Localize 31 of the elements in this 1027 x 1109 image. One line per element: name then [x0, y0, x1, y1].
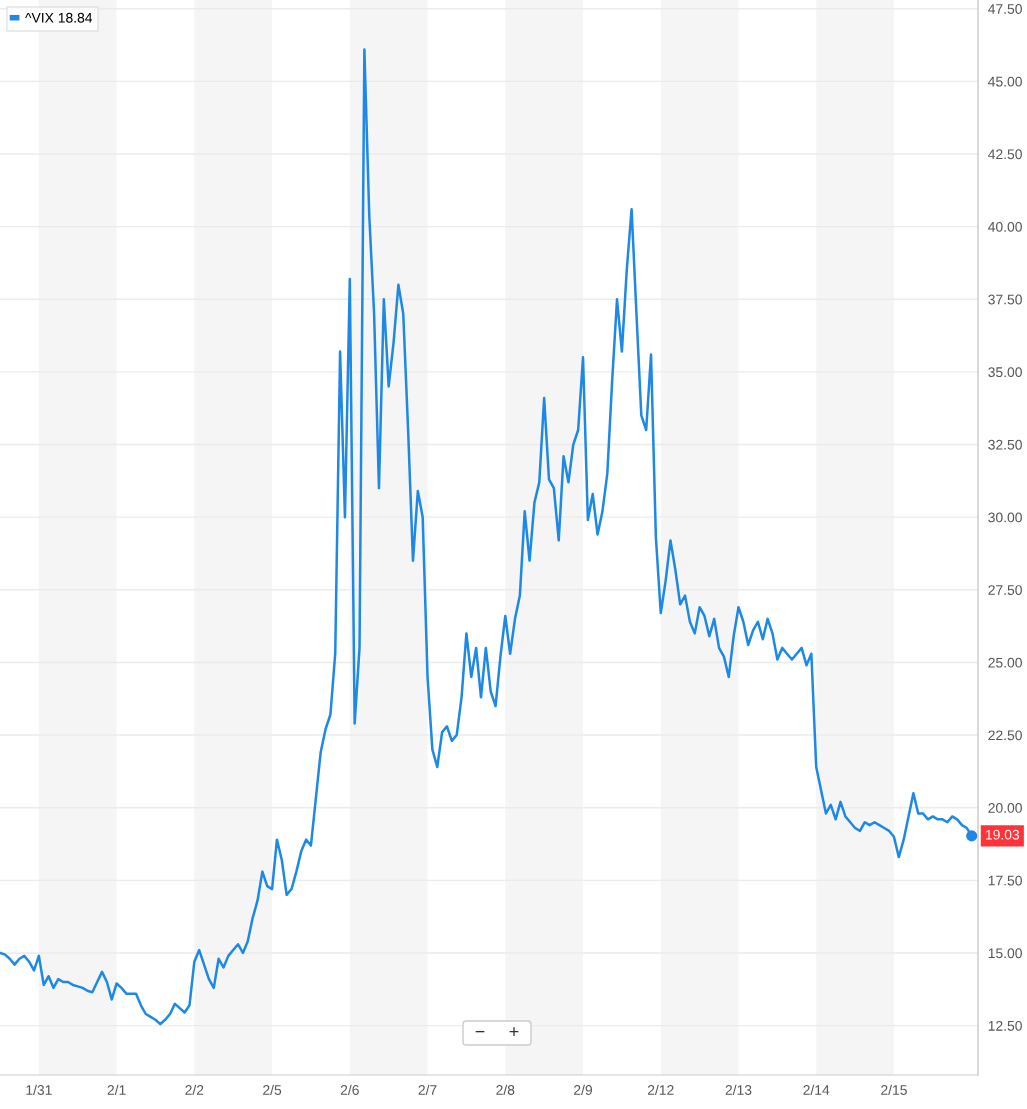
y-tick-label: 47.50 [988, 4, 1022, 14]
y-tick-label: 37.50 [988, 294, 1022, 305]
y-tick-label: 30.00 [988, 512, 1022, 523]
annotation: 19.03 [986, 829, 1020, 840]
legend-label: ^VIX 18.84 [25, 12, 93, 23]
x-tick-label: 2/5 [263, 1084, 282, 1095]
y-tick-label: 15.00 [988, 948, 1022, 959]
x-tick-label: 2/15 [881, 1084, 907, 1095]
y-tick-label: 12.50 [988, 1020, 1022, 1031]
x-tick-label: 2/2 [185, 1084, 204, 1095]
x-tick-label: 2/9 [574, 1084, 593, 1095]
y-tick-label: 35.00 [988, 367, 1022, 378]
x-tick-label: 1/31 [26, 1084, 52, 1095]
y-tick-label: 27.50 [988, 585, 1022, 595]
x-tick-label: 2/1 [107, 1084, 126, 1095]
y-tick-label: 17.50 [988, 875, 1022, 886]
y-tick-label: 45.00 [988, 76, 1022, 87]
y-tick-label: 32.50 [988, 439, 1022, 450]
y-tick-label: 22.50 [988, 730, 1022, 741]
annotation: + [509, 1027, 519, 1037]
x-tick-label: 2/6 [340, 1084, 359, 1095]
x-tick-label: 2/8 [496, 1084, 515, 1095]
y-tick-label: 20.00 [988, 803, 1022, 813]
x-tick-label: 2/14 [803, 1084, 830, 1095]
annotation: − [475, 1031, 485, 1033]
y-tick-label: 42.50 [988, 149, 1022, 160]
y-tick-label: 40.00 [988, 221, 1022, 232]
x-tick-label: 2/7 [418, 1084, 437, 1095]
x-tick-label: 2/12 [647, 1084, 674, 1095]
y-tick-label: 25.00 [988, 657, 1022, 668]
x-tick-label: 2/13 [725, 1084, 752, 1095]
